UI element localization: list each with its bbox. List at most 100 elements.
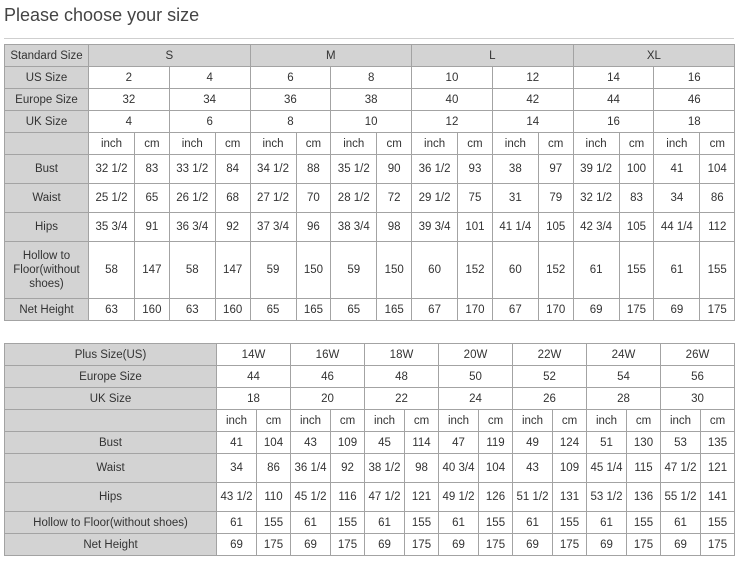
row-hips: Hips 43 1/2 110 45 1/2 116 47 1/2 121 49 1/2 126…	[4, 482, 735, 512]
size-cell: 100	[618, 154, 655, 184]
row-hips: Hips 35 3/4 91 36 3/4 92 37 3/4 96 38 3/4 98 39 3…	[4, 212, 736, 242]
size-cell: 69	[572, 298, 620, 321]
size-cell: 26W	[660, 343, 735, 366]
size-cell: cm	[134, 132, 170, 155]
size-cell: 37 3/4	[249, 212, 297, 242]
size-cell: inch	[586, 409, 627, 432]
row-bust: Bust 32 1/2 83 33 1/2 84 34 1/2 88 35 1/2 90 36 1…	[4, 154, 736, 184]
size-cell: 136	[626, 482, 661, 512]
size-cell: cm	[618, 132, 655, 155]
size-cell: 47 1/2	[364, 482, 405, 512]
size-cell: 104	[256, 431, 291, 454]
size-cell: 92	[330, 453, 365, 483]
size-cell: 45 1/2	[290, 482, 331, 512]
size-cell: 43	[512, 453, 553, 483]
size-cell: 32	[88, 88, 170, 111]
size-cell: 61	[586, 511, 627, 534]
size-cell: 175	[404, 533, 439, 556]
size-cell: 41 1/4	[491, 212, 539, 242]
size-cell: 69	[512, 533, 553, 556]
size-cell: 147	[134, 241, 170, 299]
size-cell: 61	[660, 511, 701, 534]
size-cell: 155	[478, 511, 513, 534]
size-cell: cm	[700, 409, 735, 432]
size-cell: 109	[330, 431, 365, 454]
size-cell: inch	[88, 132, 135, 155]
size-cell: 121	[404, 482, 439, 512]
size-cell: 45 1/4	[586, 453, 627, 483]
size-cell: 18	[653, 110, 736, 133]
size-cell: inch	[411, 132, 459, 155]
row-units: inch cm inch cm inch cm inch cm inch cm inch cm inch…	[4, 409, 735, 432]
size-cell: 104	[478, 453, 513, 483]
size-cell: 36 1/2	[411, 154, 459, 184]
row-uk-size: UK Size 18 20 22 24 26 28 30	[4, 387, 735, 410]
size-cell: 83	[134, 154, 170, 184]
row-label: Europe Size	[4, 88, 89, 111]
size-cell: 90	[376, 154, 413, 184]
size-cell: 152	[537, 241, 574, 299]
size-cell: 130	[626, 431, 661, 454]
size-cell: 10	[330, 110, 413, 133]
size-cell: 152	[457, 241, 493, 299]
size-cell: 170	[457, 298, 493, 321]
size-cell: 155	[552, 511, 587, 534]
size-cell: 70	[295, 183, 332, 213]
size-cell: 175	[626, 533, 661, 556]
size-cell: 69	[216, 533, 257, 556]
size-cell: 84	[214, 154, 251, 184]
size-cell: inch	[168, 132, 216, 155]
size-cell: 22W	[512, 343, 587, 366]
size-cell: 14	[572, 66, 655, 89]
size-cell: 175	[700, 533, 735, 556]
size-cell: 97	[537, 154, 574, 184]
size-cell: cm	[537, 132, 574, 155]
size-cell: 83	[618, 183, 655, 213]
size-cell: 65	[330, 298, 378, 321]
size-cell: 26	[512, 387, 587, 410]
size-cell: 36	[249, 88, 332, 111]
size-cell: 27 1/2	[249, 183, 297, 213]
size-cell: 12	[491, 66, 574, 89]
row-waist: Waist 34 86 36 1/4 92 38 1/2 98 40 3/4 104 43 109 4…	[4, 453, 735, 483]
size-cell: 116	[330, 482, 365, 512]
size-cell: 175	[330, 533, 365, 556]
size-cell: 61	[438, 511, 479, 534]
size-cell: 93	[457, 154, 493, 184]
row-label: Europe Size	[4, 365, 217, 388]
size-cell: cm	[457, 132, 493, 155]
size-cell: 69	[364, 533, 405, 556]
size-cell: 109	[552, 453, 587, 483]
size-cell: 53 1/2	[586, 482, 627, 512]
size-cell: 38	[330, 88, 413, 111]
size-cell: 32 1/2	[88, 154, 135, 184]
size-cell: 38	[491, 154, 539, 184]
size-cell: 96	[295, 212, 332, 242]
size-cell: 20	[290, 387, 365, 410]
size-cell: 38 1/2	[364, 453, 405, 483]
size-cell: 54	[586, 365, 661, 388]
size-cell: 32 1/2	[572, 183, 620, 213]
row-label: Waist	[4, 183, 89, 213]
size-cell: 55 1/2	[660, 482, 701, 512]
row-net-height: Net Height 63 160 63 160 65 165 65 165 67 170 67 170…	[4, 298, 736, 321]
size-cell: cm	[214, 132, 251, 155]
size-cell: 105	[618, 212, 655, 242]
size-cell: 59	[249, 241, 297, 299]
size-cell: 104	[699, 154, 736, 184]
size-cell: 49 1/2	[438, 482, 479, 512]
size-cell: 170	[537, 298, 574, 321]
size-cell: 110	[256, 482, 291, 512]
row-label: US Size	[4, 66, 89, 89]
size-cell: 59	[330, 241, 378, 299]
row-label: Bust	[4, 431, 217, 454]
size-cell: 46	[653, 88, 736, 111]
size-cell: 39 1/2	[572, 154, 620, 184]
size-cell: 12	[411, 110, 493, 133]
row-label: UK Size	[4, 110, 89, 133]
size-cell: 61	[512, 511, 553, 534]
size-cell: 53	[660, 431, 701, 454]
size-cell: S	[88, 44, 251, 67]
size-cell: 155	[626, 511, 661, 534]
size-cell: 63	[168, 298, 216, 321]
